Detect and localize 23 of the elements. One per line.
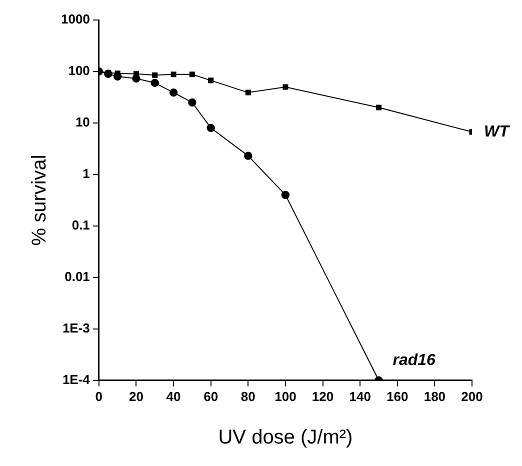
- x-tick-label: 180: [424, 388, 446, 404]
- x-tick-label: 60: [204, 388, 218, 404]
- x-tick-label: 100: [274, 388, 296, 404]
- x-tick-label: 140: [349, 388, 371, 404]
- y-tick-label: 1E-4: [62, 372, 91, 387]
- y-tick-label: 0.1: [72, 218, 90, 233]
- y-tick-label: 1: [82, 166, 90, 182]
- y-tick-label: 0.01: [64, 269, 90, 284]
- x-tick-label: 0: [95, 388, 103, 404]
- x-tick-label: 120: [312, 388, 334, 404]
- series-label: rad16: [392, 352, 436, 369]
- y-tick-label: 100: [68, 63, 90, 78]
- x-tick-label: 200: [461, 388, 483, 404]
- x-tick-label: 80: [240, 388, 256, 404]
- series-label: WT: [484, 123, 510, 140]
- y-tick-label: 1E-3: [62, 320, 90, 336]
- x-tick-label: 20: [128, 388, 144, 404]
- y-axis-title: % survival: [28, 154, 51, 246]
- y-tick-label: 1000: [61, 12, 90, 27]
- y-tick-label: 10: [75, 114, 90, 130]
- x-axis-title: UV dose (J/m²): [218, 426, 353, 449]
- x-tick-label: 40: [166, 388, 181, 404]
- x-tick-label: 160: [386, 388, 408, 404]
